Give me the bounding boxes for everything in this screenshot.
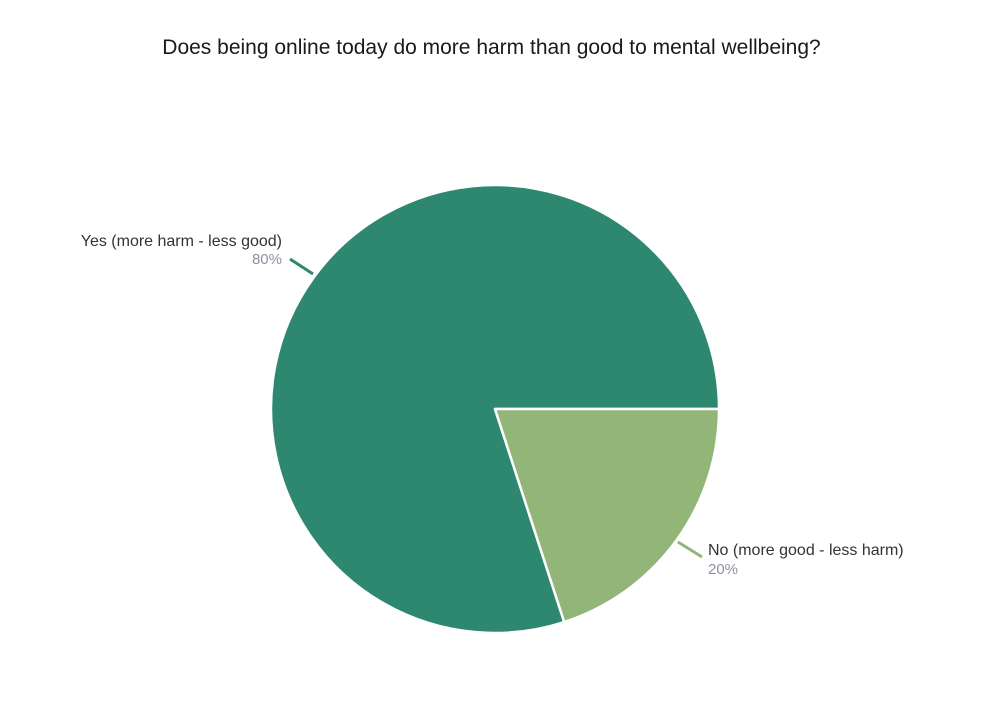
slice-percent-2: 20% — [708, 561, 738, 578]
chart-title: Does being online today do more harm tha… — [162, 36, 821, 59]
slice-label-1: Yes (more harm - less good) — [81, 233, 282, 250]
leader-lines — [289, 257, 703, 559]
leader-line-2 — [677, 540, 703, 559]
slice-percent-1: 80% — [252, 251, 282, 268]
slice-label-2: No (more good - less harm) — [708, 542, 904, 559]
pie-slices — [269, 183, 721, 635]
leader-line-1 — [289, 257, 314, 276]
pie-slice-2[interactable] — [493, 407, 721, 624]
slice-labels: Yes (more harm - less good)80% No (more g… — [81, 233, 904, 578]
